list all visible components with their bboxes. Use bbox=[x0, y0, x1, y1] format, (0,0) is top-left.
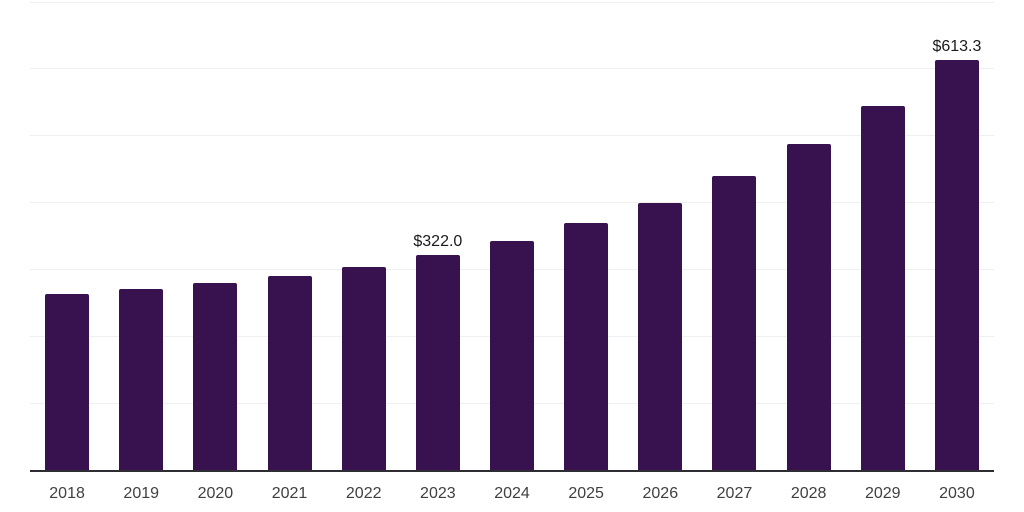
x-axis-line bbox=[30, 470, 994, 472]
gridline bbox=[30, 68, 994, 70]
bar-2025[interactable] bbox=[564, 223, 609, 470]
x-tick-label-2029: 2029 bbox=[864, 485, 901, 502]
x-tick-label-2023: 2023 bbox=[420, 485, 456, 502]
bar-value-label: $322.0 bbox=[413, 232, 463, 250]
x-tick-label-2024: 2024 bbox=[494, 485, 530, 502]
bar-2023[interactable] bbox=[415, 254, 460, 470]
bar-2020[interactable] bbox=[193, 282, 238, 470]
bar-2019[interactable] bbox=[119, 288, 164, 470]
bar-2024[interactable] bbox=[490, 241, 534, 470]
x-tick-label-2025: 2025 bbox=[568, 485, 604, 502]
bar-2021[interactable] bbox=[267, 276, 312, 470]
gridline bbox=[30, 135, 994, 137]
bar-2030[interactable] bbox=[934, 59, 979, 470]
bar-2026[interactable] bbox=[638, 202, 683, 470]
gridline bbox=[30, 202, 994, 204]
x-tick-label-2030: 2030 bbox=[939, 485, 975, 502]
gridline bbox=[30, 1, 994, 3]
bar-2029[interactable] bbox=[860, 106, 905, 470]
bar-2022[interactable] bbox=[341, 267, 386, 470]
x-tick-label-2021: 2021 bbox=[271, 485, 308, 502]
x-tick-label-2022: 2022 bbox=[345, 485, 382, 502]
x-tick-label-2027: 2027 bbox=[716, 485, 753, 502]
x-tick-label-2020: 2020 bbox=[197, 485, 234, 502]
bar-value-label: $613.3 bbox=[932, 37, 982, 55]
x-tick-label-2018: 2018 bbox=[49, 485, 85, 502]
bar-2027[interactable] bbox=[712, 175, 757, 470]
x-tick-label-2019: 2019 bbox=[123, 485, 160, 502]
x-tick-label-2028: 2028 bbox=[790, 485, 827, 502]
bar-2028[interactable] bbox=[786, 144, 831, 470]
bar-2018[interactable] bbox=[45, 294, 90, 470]
x-tick-label-2026: 2026 bbox=[642, 485, 679, 502]
